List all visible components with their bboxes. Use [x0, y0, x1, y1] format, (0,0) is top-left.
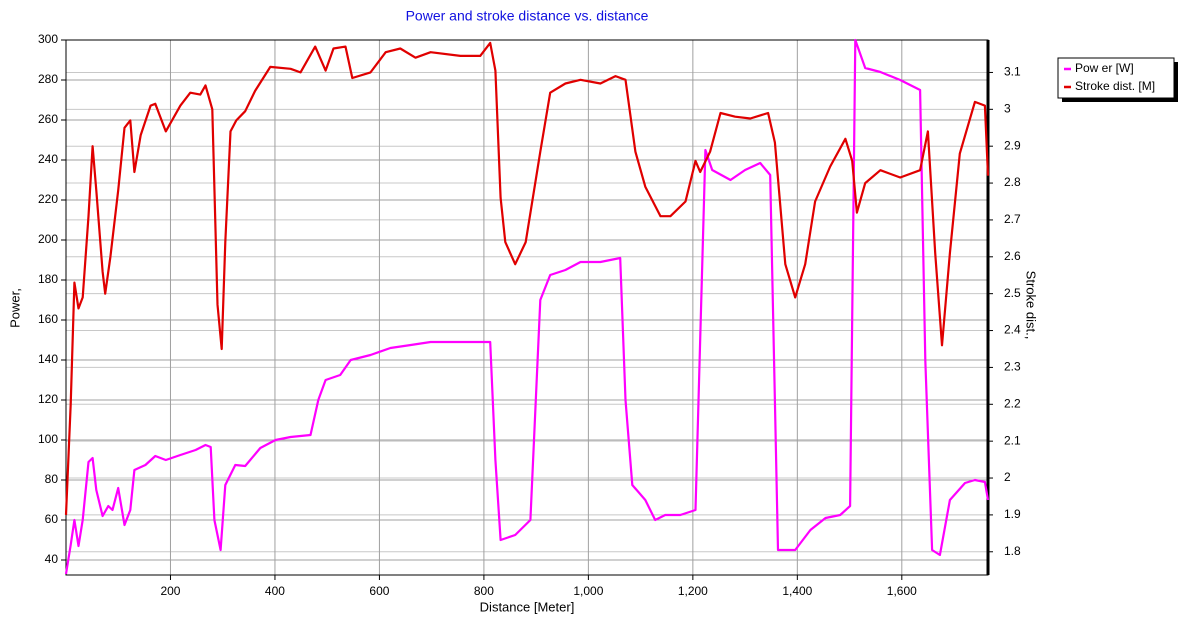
chart-title: Power and stroke distance vs. distance — [406, 8, 649, 24]
x-tick-label: 1,200 — [678, 584, 708, 598]
y-tick-label: 120 — [38, 392, 58, 406]
y-tick-label: 80 — [45, 472, 59, 486]
y2-tick-label: 1.9 — [1004, 507, 1021, 521]
x-tick-label: 800 — [474, 584, 494, 598]
y2-tick-label: 3 — [1004, 101, 1011, 115]
y-tick-label: 100 — [38, 432, 58, 446]
y-tick-label: 40 — [45, 552, 59, 566]
y-tick-label: 300 — [38, 32, 58, 46]
series-line — [64, 41, 990, 515]
legend-label: Stroke dist. [M] — [1075, 79, 1155, 93]
y2-tick-label: 1.8 — [1004, 544, 1021, 558]
y-tick-label: 200 — [38, 232, 58, 246]
y2-tick-label: 2.5 — [1004, 286, 1021, 300]
y2-tick-label: 2.1 — [1004, 433, 1021, 447]
y-tick-label: 240 — [38, 152, 58, 166]
x-tick-label: 600 — [369, 584, 389, 598]
y2-tick-label: 2.6 — [1004, 249, 1021, 263]
series-line — [64, 38, 990, 575]
y2-tick-label: 2.3 — [1004, 360, 1021, 374]
x-tick-label: 1,600 — [887, 584, 917, 598]
x-axis-label: Distance [Meter] — [480, 599, 575, 614]
y2-tick-label: 2.9 — [1004, 138, 1021, 152]
x-tick-label: 1,400 — [782, 584, 812, 598]
y2-tick-label: 2.4 — [1004, 323, 1021, 337]
legend-label: Pow er [W] — [1075, 61, 1134, 75]
legend-box — [1057, 57, 1175, 99]
y-tick-label: 280 — [38, 72, 58, 86]
y2-tick-label: 3.1 — [1004, 65, 1021, 79]
y-tick-label: 60 — [45, 512, 59, 526]
y-tick-label: 140 — [38, 352, 58, 366]
y2-tick-label: 2.2 — [1004, 396, 1021, 410]
y-tick-label: 180 — [38, 272, 58, 286]
y2-tick-label: 2 — [1004, 470, 1011, 484]
x-tick-label: 400 — [265, 584, 285, 598]
y-tick-label: 160 — [38, 312, 58, 326]
y-tick-label: 220 — [38, 192, 58, 206]
y2-tick-label: 2.8 — [1004, 175, 1021, 189]
y2-tick-label: 2.7 — [1004, 212, 1021, 226]
y2-axis-label: Stroke dist., — [1024, 271, 1039, 340]
x-tick-label: 200 — [160, 584, 180, 598]
x-tick-label: 1,000 — [573, 584, 603, 598]
y-tick-label: 260 — [38, 112, 58, 126]
y-axis-label: Power, — [7, 288, 22, 328]
